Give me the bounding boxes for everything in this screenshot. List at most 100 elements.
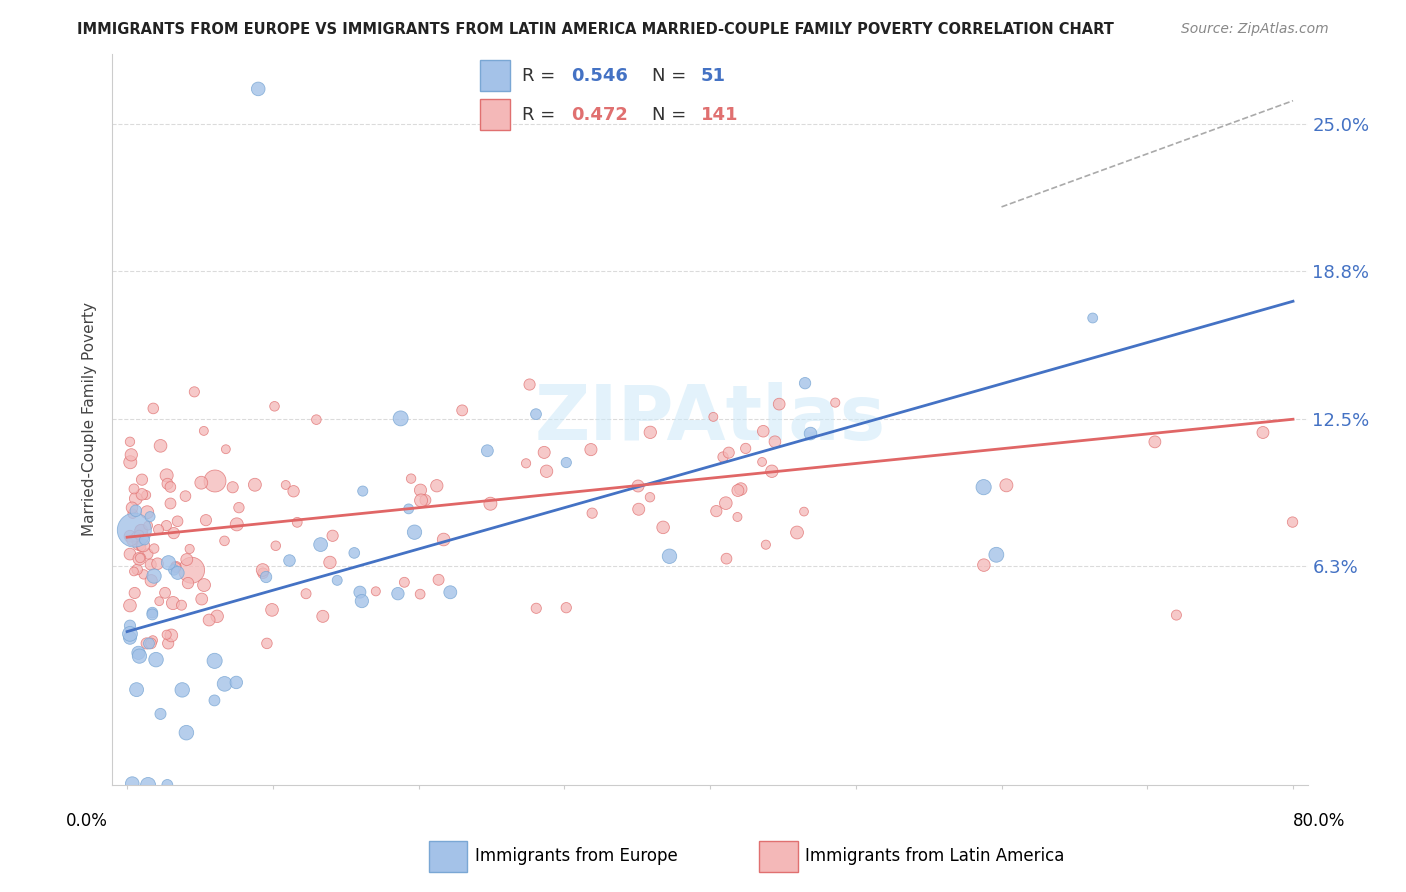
Point	[125, 682, 148, 697]
Point	[139, 636, 162, 650]
Point	[153, 586, 176, 600]
Point	[163, 526, 186, 541]
Point	[172, 682, 194, 697]
Point	[132, 538, 155, 552]
Point	[136, 505, 159, 519]
Point	[136, 547, 159, 561]
Point	[986, 548, 1008, 562]
Point	[479, 497, 502, 511]
Point	[121, 500, 143, 515]
Point	[156, 778, 179, 792]
Point	[799, 426, 821, 441]
Point	[118, 627, 141, 641]
Point	[121, 777, 143, 791]
Text: 0.546: 0.546	[571, 67, 627, 85]
Point	[143, 541, 166, 556]
Point	[127, 646, 149, 660]
FancyBboxPatch shape	[759, 840, 799, 872]
Point	[274, 478, 297, 492]
Point	[399, 472, 422, 486]
Point	[176, 552, 198, 566]
Point	[155, 518, 177, 533]
FancyBboxPatch shape	[479, 61, 510, 91]
Point	[136, 778, 159, 792]
Point	[283, 484, 305, 499]
Point	[725, 510, 748, 524]
Text: Source: ZipAtlas.com: Source: ZipAtlas.com	[1181, 22, 1329, 37]
Point	[824, 395, 846, 409]
Point	[131, 487, 153, 501]
Point	[198, 613, 221, 627]
Point	[128, 551, 150, 566]
Point	[394, 575, 416, 590]
FancyBboxPatch shape	[429, 840, 468, 872]
Point	[148, 594, 170, 608]
Text: 0.472: 0.472	[571, 105, 627, 123]
Point	[124, 586, 146, 600]
Point	[256, 636, 278, 650]
Point	[139, 558, 162, 572]
Point	[711, 450, 734, 464]
Point	[409, 587, 432, 601]
Point	[136, 518, 159, 533]
Point	[627, 502, 650, 516]
Point	[128, 649, 150, 664]
Text: ZIPAtlas: ZIPAtlas	[534, 383, 886, 456]
Point	[409, 483, 432, 498]
Point	[555, 600, 578, 615]
Point	[121, 507, 143, 521]
Point	[157, 636, 180, 650]
Point	[166, 514, 188, 528]
Point	[142, 401, 165, 416]
Point	[581, 506, 603, 520]
Point	[149, 706, 172, 721]
Point	[652, 520, 675, 534]
Text: IMMIGRANTS FROM EUROPE VS IMMIGRANTS FROM LATIN AMERICA MARRIED-COUPLE FAMILY PO: IMMIGRANTS FROM EUROPE VS IMMIGRANTS FRO…	[77, 22, 1114, 37]
Point	[704, 504, 727, 518]
Point	[555, 456, 578, 470]
Point	[135, 488, 157, 502]
Point	[477, 443, 499, 458]
Point	[125, 533, 148, 547]
Point	[125, 504, 148, 518]
Point	[159, 480, 181, 494]
Point	[263, 400, 285, 414]
Point	[638, 425, 661, 440]
Point	[973, 480, 995, 494]
Point	[305, 412, 328, 426]
Text: 80.0%: 80.0%	[1292, 812, 1346, 830]
Point	[190, 475, 212, 490]
Point	[343, 546, 366, 560]
Point	[125, 491, 148, 506]
Point	[228, 500, 250, 515]
Point	[751, 455, 773, 469]
Text: Immigrants from Europe: Immigrants from Europe	[475, 847, 678, 865]
Point	[120, 448, 142, 462]
Point	[190, 592, 212, 607]
Point	[225, 675, 247, 690]
Point	[204, 693, 226, 707]
Point	[1281, 515, 1303, 529]
Point	[451, 403, 474, 417]
Point	[761, 464, 783, 478]
Point	[205, 609, 228, 624]
Point	[118, 631, 141, 645]
Y-axis label: Married-Couple Family Poverty: Married-Couple Family Poverty	[82, 302, 97, 536]
Text: N =: N =	[652, 105, 686, 123]
Point	[524, 601, 547, 615]
Text: 0.0%: 0.0%	[66, 812, 108, 830]
Point	[730, 482, 752, 496]
Point	[118, 547, 141, 561]
Point	[170, 598, 193, 612]
Point	[159, 496, 181, 510]
Point	[118, 618, 141, 632]
Point	[322, 529, 344, 543]
Point	[638, 490, 661, 504]
Point	[148, 523, 170, 537]
Point	[714, 496, 737, 510]
Point	[157, 556, 180, 570]
Point	[1251, 425, 1274, 440]
Point	[727, 483, 749, 498]
Point	[579, 442, 602, 457]
Point	[533, 445, 555, 459]
